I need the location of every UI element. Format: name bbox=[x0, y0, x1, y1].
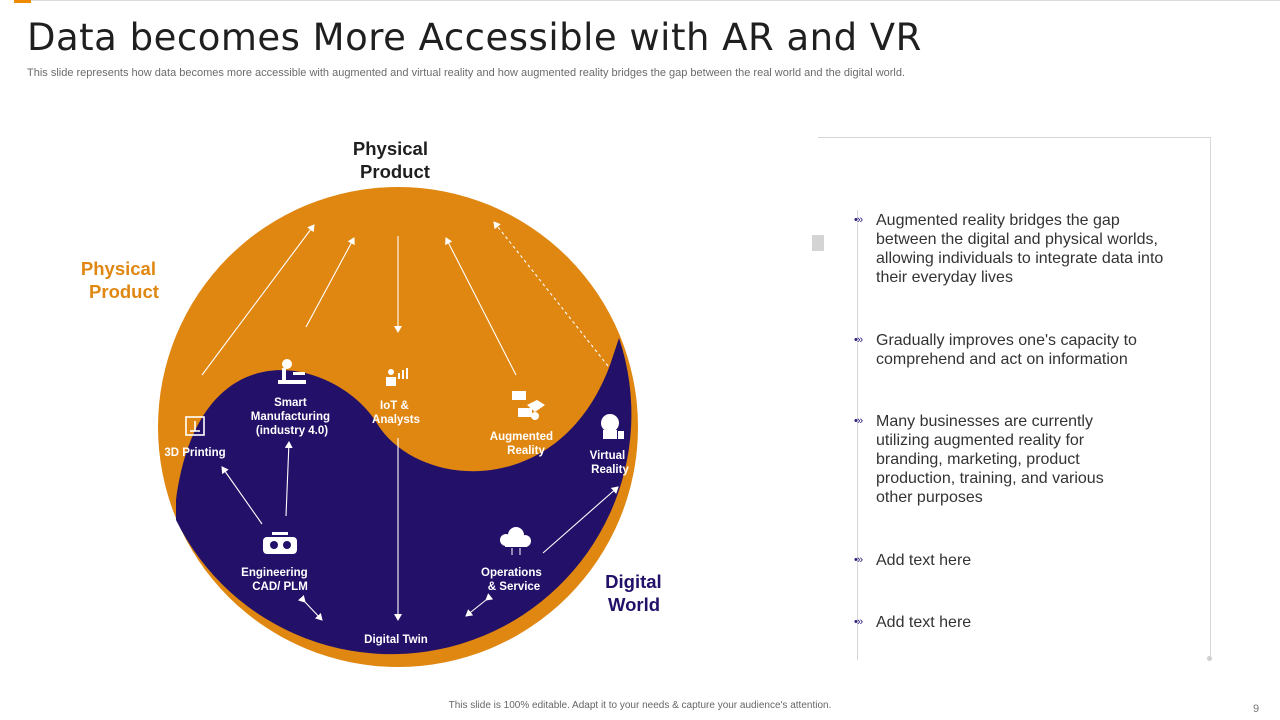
digital-region bbox=[176, 338, 632, 655]
arrow-eng-smart bbox=[284, 441, 293, 517]
panel-divider bbox=[857, 210, 858, 660]
panel-end-dot bbox=[1207, 656, 1212, 661]
robot-arm-icon bbox=[278, 359, 306, 384]
top-rule bbox=[31, 0, 1280, 1]
bullet-marker-icon: •›› bbox=[854, 554, 863, 566]
arrow-smart-up bbox=[305, 237, 355, 328]
digital-world-label: Digital World bbox=[605, 571, 667, 615]
arrow-vr-dashed bbox=[493, 221, 609, 367]
top-accent-bar bbox=[14, 0, 31, 3]
bullet-marker-icon: •›› bbox=[854, 616, 863, 628]
node-engineering-cad: Engineering CAD/ PLM bbox=[241, 567, 311, 593]
analytics-icon bbox=[386, 368, 408, 386]
node-3d-printing: 3D Printing bbox=[164, 447, 225, 459]
info-panel bbox=[818, 137, 1211, 661]
arrow-ops-twin bbox=[465, 593, 494, 617]
cloud-gear-icon bbox=[500, 527, 531, 555]
panel-tab bbox=[812, 235, 824, 251]
footer-note: This slide is 100% editable. Adapt it to… bbox=[448, 700, 832, 711]
left-physical-product-label: Physical Product bbox=[81, 258, 161, 302]
node-digital-twin: Digital Twin bbox=[364, 634, 428, 646]
page-title: Data becomes More Accessible with AR and… bbox=[27, 16, 922, 59]
vr-headset-head-icon bbox=[601, 414, 624, 439]
printer-3d-icon bbox=[185, 416, 205, 436]
node-augmented-reality: Augmented Reality bbox=[490, 431, 556, 457]
node-smart-manufacturing: Smart Manufacturing (industry 4.0) bbox=[251, 397, 333, 437]
ar-cube-icon bbox=[512, 391, 545, 420]
bullet-marker-icon: •›› bbox=[854, 415, 863, 427]
page-number: 9 bbox=[1253, 703, 1260, 715]
vr-goggles-icon bbox=[263, 532, 297, 554]
arrow-eng-printing bbox=[221, 466, 263, 525]
node-iot-analysts: IoT & Analysts bbox=[372, 400, 420, 426]
bullet-marker-icon: •›› bbox=[854, 214, 863, 226]
arrow-ar-up bbox=[445, 237, 517, 376]
arrow-printing-up bbox=[201, 224, 315, 376]
bullet-marker-icon: •›› bbox=[854, 334, 863, 346]
page-subtitle: This slide represents how data becomes m… bbox=[27, 67, 906, 79]
arrow-eng-twin bbox=[297, 594, 323, 621]
node-operations-service: Operations & Service bbox=[481, 567, 545, 593]
top-physical-product-label: Physical Product bbox=[353, 138, 433, 182]
node-virtual-reality: Virtual Reality bbox=[590, 450, 630, 476]
arrow-ops-vr bbox=[542, 486, 619, 554]
